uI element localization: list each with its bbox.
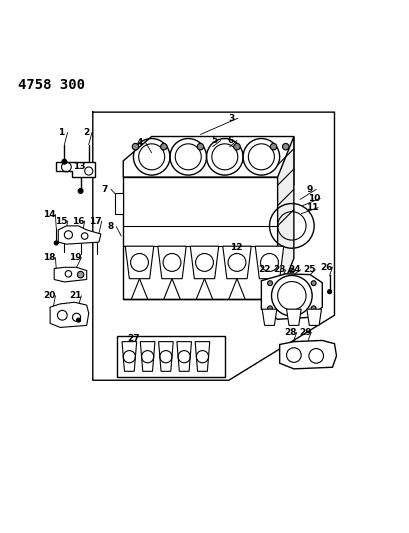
Polygon shape bbox=[158, 246, 186, 279]
Polygon shape bbox=[262, 309, 277, 326]
Polygon shape bbox=[54, 268, 87, 282]
Circle shape bbox=[78, 189, 83, 193]
Text: 26: 26 bbox=[320, 263, 333, 272]
Text: 17: 17 bbox=[89, 216, 102, 225]
Text: 16: 16 bbox=[72, 216, 85, 225]
Polygon shape bbox=[223, 246, 251, 279]
Circle shape bbox=[270, 143, 277, 150]
Polygon shape bbox=[190, 246, 219, 279]
Polygon shape bbox=[278, 136, 294, 299]
Text: 24: 24 bbox=[288, 265, 301, 274]
Text: 4758 300: 4758 300 bbox=[18, 78, 85, 92]
Circle shape bbox=[311, 281, 316, 286]
Polygon shape bbox=[123, 136, 294, 185]
Text: 19: 19 bbox=[69, 253, 82, 262]
Circle shape bbox=[290, 268, 294, 273]
Circle shape bbox=[267, 306, 272, 311]
FancyBboxPatch shape bbox=[117, 336, 225, 377]
Circle shape bbox=[54, 241, 58, 245]
Text: 27: 27 bbox=[127, 334, 140, 343]
Circle shape bbox=[267, 281, 272, 286]
Text: 28: 28 bbox=[284, 328, 297, 337]
Polygon shape bbox=[140, 342, 155, 372]
Circle shape bbox=[290, 319, 294, 324]
Text: 21: 21 bbox=[69, 291, 81, 300]
Circle shape bbox=[234, 143, 240, 150]
Polygon shape bbox=[307, 309, 321, 326]
Text: 22: 22 bbox=[258, 265, 271, 274]
Polygon shape bbox=[287, 309, 301, 326]
Circle shape bbox=[311, 306, 316, 311]
Polygon shape bbox=[159, 342, 173, 372]
Text: 5: 5 bbox=[211, 136, 218, 145]
Text: 25: 25 bbox=[303, 265, 316, 274]
Circle shape bbox=[132, 143, 139, 150]
Polygon shape bbox=[50, 302, 89, 327]
Circle shape bbox=[197, 143, 204, 150]
Text: 1: 1 bbox=[58, 128, 65, 137]
Text: 14: 14 bbox=[43, 210, 56, 219]
Polygon shape bbox=[122, 342, 137, 372]
Polygon shape bbox=[123, 177, 278, 299]
Text: 4: 4 bbox=[136, 138, 143, 147]
Polygon shape bbox=[56, 161, 95, 177]
Text: 7: 7 bbox=[102, 185, 108, 194]
Polygon shape bbox=[255, 246, 284, 279]
Polygon shape bbox=[177, 342, 191, 372]
Polygon shape bbox=[261, 274, 322, 319]
Circle shape bbox=[77, 271, 84, 278]
Text: 11: 11 bbox=[306, 203, 318, 212]
Text: 12: 12 bbox=[230, 243, 243, 252]
Circle shape bbox=[328, 289, 332, 294]
Text: 13: 13 bbox=[73, 163, 85, 172]
Circle shape bbox=[161, 143, 167, 150]
Circle shape bbox=[76, 318, 81, 322]
Text: 6: 6 bbox=[228, 136, 234, 145]
Circle shape bbox=[283, 143, 289, 150]
Text: 8: 8 bbox=[107, 222, 113, 231]
Text: 9: 9 bbox=[307, 185, 313, 194]
Polygon shape bbox=[58, 226, 101, 244]
Text: 3: 3 bbox=[229, 114, 235, 123]
Text: 20: 20 bbox=[43, 291, 56, 300]
Polygon shape bbox=[195, 342, 210, 372]
Text: 29: 29 bbox=[299, 328, 312, 337]
Polygon shape bbox=[125, 246, 154, 279]
Text: 10: 10 bbox=[308, 194, 320, 203]
Text: 15: 15 bbox=[55, 216, 68, 225]
Text: 23: 23 bbox=[273, 265, 286, 274]
Polygon shape bbox=[280, 341, 337, 369]
Text: 2: 2 bbox=[83, 128, 89, 137]
Text: 18: 18 bbox=[43, 253, 56, 262]
Circle shape bbox=[62, 159, 67, 164]
Polygon shape bbox=[115, 193, 123, 214]
